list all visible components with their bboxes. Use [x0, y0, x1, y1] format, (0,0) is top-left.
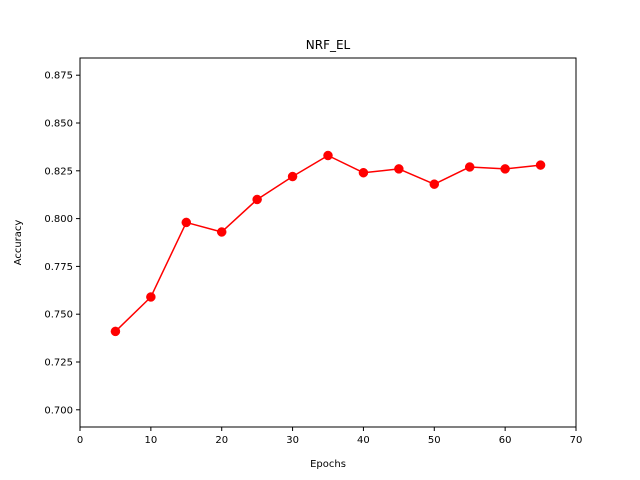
data-point	[429, 179, 440, 189]
x-tick-label: 50	[428, 435, 441, 446]
data-point	[287, 171, 298, 182]
y-tick-label: 0.800	[44, 214, 73, 225]
x-tick-label: 70	[570, 435, 583, 446]
x-tick-label: 30	[286, 435, 299, 446]
data-point	[464, 162, 475, 172]
data-point	[535, 160, 546, 170]
data-point	[110, 326, 121, 337]
x-tick-label: 10	[144, 435, 157, 446]
y-tick-label: 0.700	[44, 405, 73, 416]
y-tick-label: 0.725	[44, 357, 73, 368]
data-point	[216, 227, 227, 237]
y-axis-ticks: 0.700 0.725 0.750 0.775 0.800 0.825 0.850 0.875	[44, 71, 80, 416]
y-tick-label: 0.750	[44, 310, 73, 321]
chart-title: NRF_EL	[306, 38, 351, 52]
series-layer	[110, 150, 546, 337]
data-point	[146, 292, 156, 302]
y-tick-label: 0.775	[44, 262, 73, 273]
y-tick-label: 0.875	[44, 71, 73, 82]
data-point	[323, 150, 333, 161]
data-point	[394, 164, 404, 174]
x-tick-label: 60	[499, 435, 512, 446]
x-tick-label: 40	[357, 435, 370, 446]
data-point	[252, 194, 262, 205]
data-point	[358, 167, 369, 178]
x-tick-label: 0	[77, 435, 83, 446]
data-point	[500, 164, 510, 174]
data-point	[181, 217, 192, 228]
y-tick-label: 0.825	[44, 166, 73, 177]
y-axis-label: Accuracy	[13, 220, 24, 266]
plot-frame	[79, 57, 577, 428]
x-axis-label: Epochs	[310, 459, 346, 470]
x-tick-label: 20	[215, 435, 228, 446]
y-tick-label: 0.850	[44, 119, 73, 130]
x-axis-ticks: 0 10 20 30 40 50 60 70	[77, 427, 583, 446]
